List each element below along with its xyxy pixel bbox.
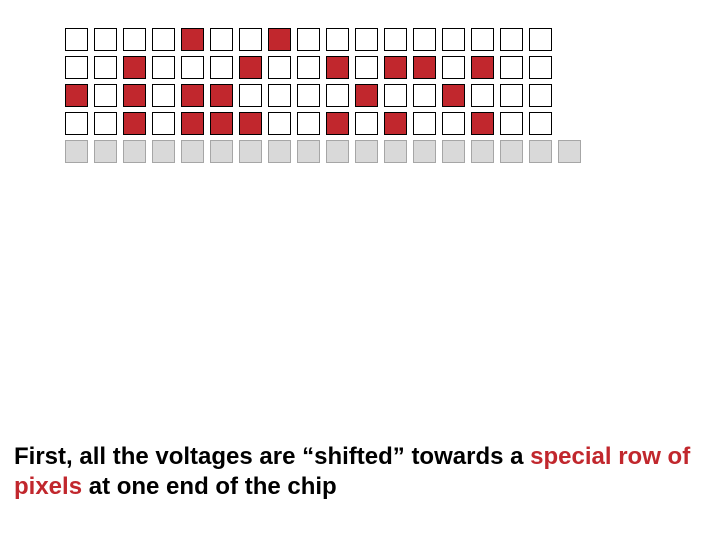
pixel-filled bbox=[123, 112, 146, 135]
pixel-special bbox=[413, 140, 436, 163]
pixel-filled bbox=[239, 112, 262, 135]
pixel-filled bbox=[123, 84, 146, 107]
pixel-empty bbox=[210, 28, 233, 51]
pixel-special bbox=[326, 140, 349, 163]
pixel-special bbox=[297, 140, 320, 163]
pixel-special bbox=[123, 140, 146, 163]
pixel-special bbox=[471, 140, 494, 163]
pixel-empty bbox=[152, 112, 175, 135]
pixel-filled bbox=[326, 112, 349, 135]
pixel-empty bbox=[65, 28, 88, 51]
pixel-special bbox=[181, 140, 204, 163]
pixel-filled bbox=[384, 56, 407, 79]
pixel-special bbox=[210, 140, 233, 163]
pixel-empty bbox=[297, 56, 320, 79]
pixel-filled bbox=[471, 56, 494, 79]
pixel-empty bbox=[500, 112, 523, 135]
pixel-empty bbox=[355, 28, 378, 51]
pixel-empty bbox=[413, 112, 436, 135]
pixel-empty bbox=[152, 56, 175, 79]
pixel-empty bbox=[442, 56, 465, 79]
pixel-empty bbox=[152, 28, 175, 51]
pixel-special bbox=[384, 140, 407, 163]
pixel-empty bbox=[529, 112, 552, 135]
pixel-empty bbox=[500, 28, 523, 51]
pixel-empty bbox=[413, 28, 436, 51]
pixel-empty bbox=[181, 56, 204, 79]
pixel-row bbox=[65, 112, 587, 135]
pixel-empty bbox=[355, 56, 378, 79]
pixel-empty bbox=[152, 84, 175, 107]
caption-fragment-2: at one end of the chip bbox=[82, 473, 337, 500]
pixel-filled bbox=[65, 84, 88, 107]
pixel-empty bbox=[268, 84, 291, 107]
pixel-filled bbox=[471, 112, 494, 135]
pixel-row bbox=[65, 28, 587, 51]
pixel-special bbox=[65, 140, 88, 163]
pixel-empty bbox=[94, 112, 117, 135]
pixel-empty bbox=[500, 56, 523, 79]
pixel-filled bbox=[181, 28, 204, 51]
pixel-special bbox=[239, 140, 262, 163]
pixel-empty bbox=[442, 28, 465, 51]
pixel-filled bbox=[442, 84, 465, 107]
pixel-empty bbox=[297, 84, 320, 107]
pixel-row bbox=[65, 56, 587, 79]
pixel-empty bbox=[529, 56, 552, 79]
pixel-special bbox=[558, 140, 581, 163]
pixel-special bbox=[442, 140, 465, 163]
pixel-empty bbox=[297, 112, 320, 135]
caption-fragment-0: First, all the voltages are “shifted” to… bbox=[14, 443, 530, 470]
pixel-empty bbox=[471, 28, 494, 51]
pixel-empty bbox=[94, 56, 117, 79]
pixel-special bbox=[152, 140, 175, 163]
pixel-empty bbox=[94, 28, 117, 51]
pixel-filled bbox=[239, 56, 262, 79]
pixel-empty bbox=[471, 84, 494, 107]
pixel-empty bbox=[239, 28, 262, 51]
pixel-filled bbox=[326, 56, 349, 79]
pixel-empty bbox=[529, 28, 552, 51]
special-row bbox=[65, 140, 587, 163]
pixel-empty bbox=[384, 84, 407, 107]
pixel-empty bbox=[413, 84, 436, 107]
pixel-empty bbox=[529, 84, 552, 107]
pixel-special bbox=[355, 140, 378, 163]
pixel-filled bbox=[384, 112, 407, 135]
caption-text: First, all the voltages are “shifted” to… bbox=[14, 442, 694, 502]
pixel-grid bbox=[65, 28, 587, 168]
pixel-filled bbox=[210, 112, 233, 135]
pixel-empty bbox=[210, 56, 233, 79]
pixel-empty bbox=[442, 112, 465, 135]
pixel-special bbox=[529, 140, 552, 163]
pixel-empty bbox=[268, 112, 291, 135]
pixel-empty bbox=[268, 56, 291, 79]
pixel-empty bbox=[65, 112, 88, 135]
pixel-empty bbox=[65, 56, 88, 79]
pixel-filled bbox=[210, 84, 233, 107]
pixel-empty bbox=[297, 28, 320, 51]
pixel-empty bbox=[123, 28, 146, 51]
pixel-special bbox=[500, 140, 523, 163]
pixel-filled bbox=[181, 84, 204, 107]
pixel-empty bbox=[94, 84, 117, 107]
pixel-filled bbox=[181, 112, 204, 135]
pixel-row bbox=[65, 84, 587, 107]
pixel-empty bbox=[355, 112, 378, 135]
pixel-filled bbox=[355, 84, 378, 107]
pixel-empty bbox=[326, 28, 349, 51]
pixel-empty bbox=[239, 84, 262, 107]
pixel-special bbox=[94, 140, 117, 163]
pixel-filled bbox=[123, 56, 146, 79]
pixel-filled bbox=[268, 28, 291, 51]
pixel-special bbox=[268, 140, 291, 163]
pixel-empty bbox=[326, 84, 349, 107]
pixel-empty bbox=[384, 28, 407, 51]
pixel-empty bbox=[500, 84, 523, 107]
pixel-filled bbox=[413, 56, 436, 79]
